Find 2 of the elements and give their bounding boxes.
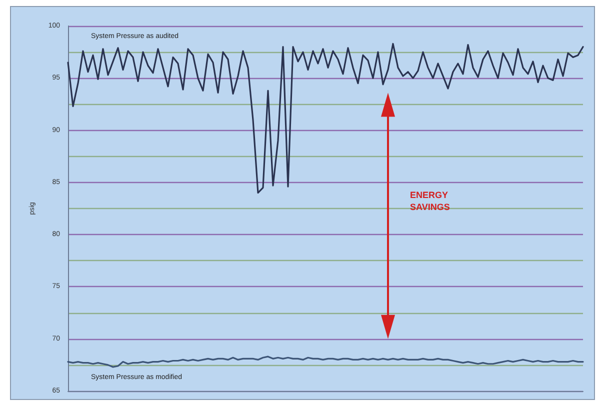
line-series bbox=[67, 356, 584, 368]
annotation: ENERGY SAVINGS bbox=[410, 190, 450, 212]
